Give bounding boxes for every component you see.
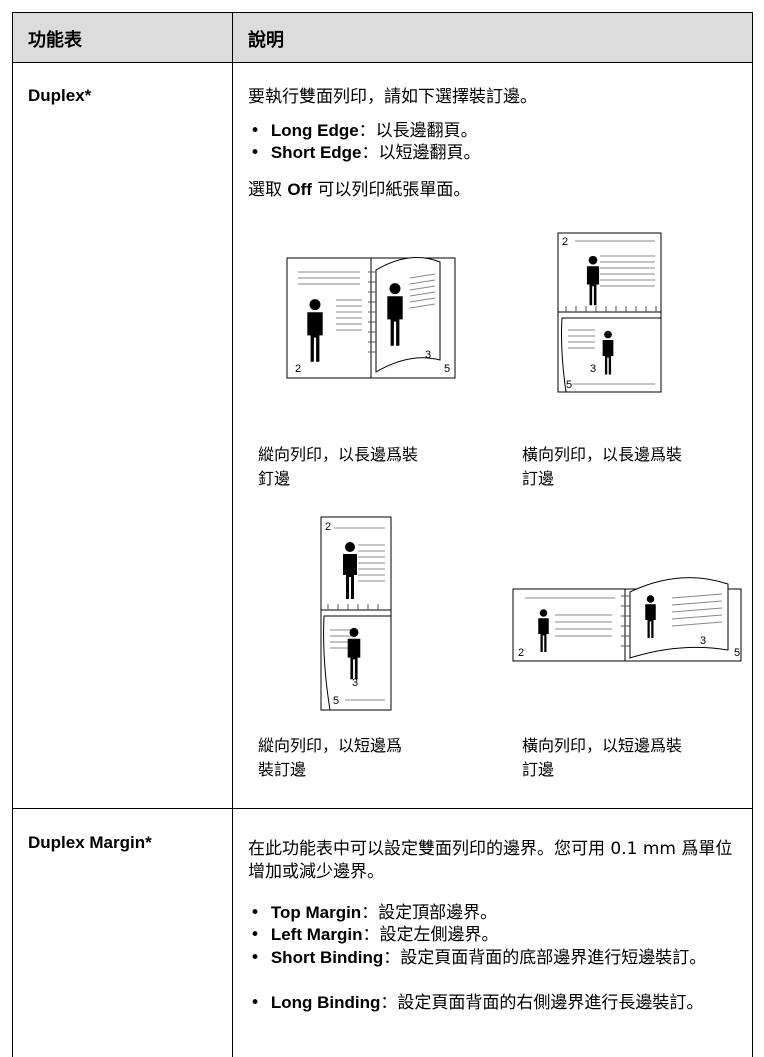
feature-name: Duplex Margin* [28, 831, 152, 855]
caption-line: 訂邊 [522, 760, 555, 779]
page-number: 3 [425, 349, 431, 361]
bullet-term: Short Binding [270, 948, 384, 967]
bullet: • Short Binding：設定頁面背面的底部邊界進行短邊裝訂。 [250, 948, 707, 968]
feature-name: Duplex* [28, 84, 91, 108]
header-background [12, 12, 752, 62]
page-number: 2 [325, 521, 331, 533]
caption-line: 訂邊 [522, 469, 555, 488]
caption: 縱向列印，以短邊爲 裝訂邊 [258, 734, 402, 782]
caption: 縱向列印，以長邊爲裝 釘邊 [258, 443, 418, 491]
rule [752, 12, 753, 1057]
bullet: • Long Edge：以長邊翻頁。 [250, 121, 478, 141]
caption: 橫向列印，以長邊爲裝 訂邊 [522, 443, 682, 491]
caption-line: 釘邊 [258, 469, 291, 488]
bullet-term: Long Edge [270, 121, 359, 140]
caption-line: 橫向列印，以短邊爲裝 [522, 736, 683, 755]
caption-line: 裝訂邊 [258, 760, 307, 779]
paragraph: 在此功能表中可以設定雙面列印的邊界。您可用 0.1 mm 爲單位增加或減少邊界。 [248, 839, 733, 882]
page-number: 3 [352, 677, 358, 689]
bullet-text: ：以長邊翻頁。 [358, 121, 478, 141]
page-number: 3 [590, 363, 596, 375]
bullet: • Short Edge：以短邊翻頁。 [250, 143, 481, 163]
rule [12, 12, 13, 1057]
text: 選取 [248, 180, 288, 200]
feature-name-text: Duplex Margin* [28, 833, 152, 852]
bullet-text: ：設定左側邊界。 [362, 925, 499, 945]
text-bold: Off [287, 180, 312, 199]
caption: 橫向列印，以短邊爲裝 訂邊 [522, 734, 682, 782]
paragraph: 選取 Off 可以列印紙張單面。 [248, 178, 470, 202]
bullet: • Long Binding：設定頁面背面的右側邊界進行長邊裝訂。 [250, 993, 704, 1013]
page-number: 3 [700, 635, 706, 647]
figure [512, 577, 742, 662]
page-number: 2 [518, 647, 524, 659]
text: 可以列印紙張單面。 [311, 180, 471, 200]
bullet-term: Left Margin [270, 925, 363, 944]
page-number: 5 [444, 363, 450, 375]
bullet-text: ：設定頂部邊界。 [361, 903, 498, 923]
caption-line: 縱向列印，以長邊爲裝 [258, 445, 419, 464]
paragraph: 要執行雙面列印，請如下選擇裝訂邊。 [248, 87, 537, 107]
bullet-text: ：設定頁面背面的右側邊界進行長邊裝訂。 [380, 993, 704, 1013]
bullet-text: ：設定頁面背面的底部邊界進行短邊裝訂。 [383, 948, 707, 968]
header-cell: 功能表 [28, 30, 82, 51]
rule [12, 808, 753, 809]
rule [232, 12, 233, 1057]
page-number: 5 [566, 379, 572, 391]
caption-line: 縱向列印，以短邊爲 [258, 736, 403, 755]
bullet-term: Top Margin [270, 903, 362, 922]
bullet: • Left Margin：設定左側邊界。 [250, 925, 499, 945]
bullet-text: ：以短邊翻頁。 [361, 143, 481, 163]
header-cell: 說明 [248, 30, 284, 51]
page-number: 2 [295, 363, 301, 375]
page-number: 5 [333, 695, 339, 707]
caption-line: 橫向列印，以長邊爲裝 [522, 445, 683, 464]
rule [12, 62, 753, 63]
bullet: • Top Margin：設定頂部邊界。 [250, 903, 498, 923]
page-number: 5 [734, 647, 740, 659]
bullet-term: Long Binding [270, 993, 381, 1012]
page-number: 2 [562, 236, 568, 248]
bullet-term: Short Edge [270, 143, 362, 162]
rule [12, 12, 753, 13]
feature-name-text: Duplex* [28, 86, 92, 105]
